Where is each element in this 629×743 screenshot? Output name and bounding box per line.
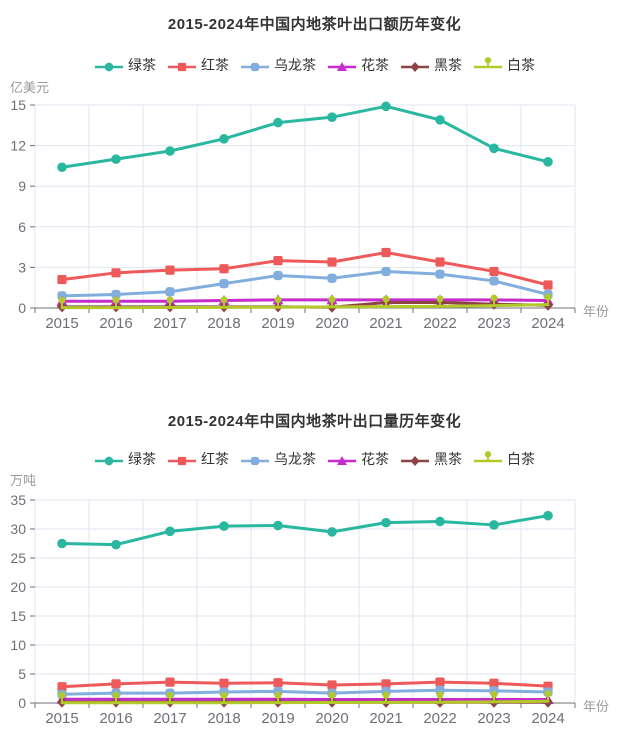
y-tick-label: 6 (18, 219, 26, 235)
export-value-chart-title: 2015-2024年中国内地茶叶出口额历年变化 (167, 16, 462, 33)
series-green-tea (57, 101, 553, 173)
legend-item-green-tea[interactable]: 绿茶 (94, 449, 156, 469)
white-tea-legend-marker-icon (474, 57, 502, 69)
x-tick-label: 2024 (531, 710, 564, 727)
legend-label: 绿茶 (128, 57, 156, 73)
legend-item-red-tea[interactable]: 红茶 (167, 449, 229, 469)
x-tick-label: 2020 (315, 710, 348, 727)
export-value-x-axis-name: 年份 (583, 304, 610, 319)
y-tick-label: 15 (10, 97, 26, 113)
series-green-tea (57, 510, 553, 550)
y-tick-label: 0 (18, 695, 26, 711)
x-tick-label: 2015 (45, 710, 78, 727)
export-volume-x-axis-name: 年份 (583, 699, 610, 714)
x-tick-label: 2021 (369, 710, 402, 727)
legend-label: 乌龙茶 (274, 451, 316, 467)
flower-tea-legend-marker-icon (328, 62, 356, 72)
flower-tea-legend-marker-icon (328, 456, 356, 466)
x-tick-label: 2016 (99, 710, 132, 727)
line-chart-canvas[interactable]: 0 3 6 9 12 15 2015 2016 2017 2018 2019 2020 2021 2022… (0, 93, 629, 343)
x-axis-tick-labels: 2015 2016 2017 2018 2019 2020 2021 2022 2023 2024 (45, 710, 564, 727)
legend-item-green-tea[interactable]: 绿茶 (94, 55, 156, 75)
grid-lines (34, 104, 576, 308)
legend-label: 花茶 (361, 57, 389, 73)
y-tick-label: 0 (18, 300, 26, 316)
dark-tea-legend-marker-icon (401, 62, 429, 72)
y-axis-tick-labels: 0 3 6 9 12 15 (10, 97, 26, 316)
y-axis-tick-labels: 0 5 10 15 20 25 30 35 (10, 492, 26, 711)
y-tick-label: 35 (10, 492, 26, 508)
red-tea-legend-marker-icon (168, 456, 196, 466)
series-oolong-tea (57, 266, 553, 301)
legend-item-white-tea[interactable]: 白茶 (473, 449, 535, 469)
green-tea-legend-marker-icon (95, 456, 123, 466)
x-tick-label: 2018 (207, 710, 240, 727)
y-tick-label: 15 (10, 608, 26, 624)
series-red-tea (57, 677, 553, 692)
legend-item-oolong-tea[interactable]: 乌龙茶 (240, 55, 316, 75)
legend-label: 花茶 (361, 451, 389, 467)
legend-item-dark-tea[interactable]: 黑茶 (400, 449, 462, 469)
oolong-tea-legend-marker-icon (241, 62, 269, 72)
legend-item-oolong-tea[interactable]: 乌龙茶 (240, 449, 316, 469)
axis-lines (30, 499, 576, 708)
export-volume-chart-title: 2015-2024年中国内地茶叶出口量历年变化 (167, 413, 462, 430)
series-red-tea (57, 247, 553, 290)
legend-item-flower-tea[interactable]: 花茶 (327, 449, 389, 469)
series-white-tea (58, 690, 552, 705)
y-tick-label: 20 (10, 579, 26, 595)
x-tick-label: 2022 (423, 315, 456, 332)
x-tick-label: 2016 (99, 315, 132, 332)
legend-item-red-tea[interactable]: 红茶 (167, 55, 229, 75)
y-tick-label: 3 (18, 259, 26, 275)
x-tick-label: 2018 (207, 315, 240, 332)
x-tick-label: 2024 (531, 315, 564, 332)
legend-label: 绿茶 (128, 451, 156, 467)
export-value-plot-area[interactable]: 0 3 6 9 12 15 2015 2016 2017 2018 2019 2020 2021 2022… (0, 93, 629, 343)
y-tick-label: 12 (10, 138, 26, 154)
legend-item-white-tea[interactable]: 白茶 (473, 55, 535, 75)
x-tick-label: 2021 (369, 315, 402, 332)
x-axis-tick-labels: 2015 2016 2017 2018 2019 2020 2021 2022 2023 2024 (45, 315, 564, 332)
x-tick-label: 2017 (153, 710, 186, 727)
export-value-legend: 绿茶 红茶 乌龙茶 花茶 黑茶 白茶 (0, 55, 629, 75)
legend-label: 黑茶 (434, 57, 462, 73)
legend-label: 黑茶 (434, 451, 462, 467)
green-tea-legend-marker-icon (95, 62, 123, 72)
export-volume-plot-area[interactable]: 0 5 10 15 20 25 30 35 2015 2016 2017 2018 2019 2020 20… (0, 488, 629, 738)
y-tick-label: 25 (10, 550, 26, 566)
export-volume-y-axis-name: 万吨 (10, 473, 37, 488)
legend-label: 乌龙茶 (274, 57, 316, 73)
dark-tea-legend-marker-icon (401, 456, 429, 466)
grid-lines (34, 499, 576, 703)
legend-label: 红茶 (201, 57, 229, 73)
x-tick-label: 2020 (315, 315, 348, 332)
white-tea-legend-marker-icon (474, 451, 502, 463)
x-tick-label: 2019 (261, 315, 294, 332)
y-tick-label: 30 (10, 521, 26, 537)
x-tick-label: 2023 (477, 315, 510, 332)
x-tick-label: 2023 (477, 710, 510, 727)
y-tick-label: 9 (18, 178, 26, 194)
y-tick-label: 10 (10, 637, 26, 653)
legend-label: 白茶 (507, 57, 535, 73)
oolong-tea-legend-marker-icon (241, 456, 269, 466)
x-tick-label: 2022 (423, 710, 456, 727)
legend-item-dark-tea[interactable]: 黑茶 (400, 55, 462, 75)
export-value-y-axis-name: 亿美元 (10, 80, 50, 95)
legend-item-flower-tea[interactable]: 花茶 (327, 55, 389, 75)
legend-label: 红茶 (201, 451, 229, 467)
y-tick-label: 5 (18, 666, 26, 682)
series-white-tea (58, 293, 552, 310)
export-volume-legend: 绿茶 红茶 乌龙茶 花茶 黑茶 白茶 (0, 449, 629, 469)
x-tick-label: 2015 (45, 315, 78, 332)
legend-label: 白茶 (507, 451, 535, 467)
red-tea-legend-marker-icon (168, 62, 196, 72)
x-tick-label: 2019 (261, 710, 294, 727)
x-tick-label: 2017 (153, 315, 186, 332)
